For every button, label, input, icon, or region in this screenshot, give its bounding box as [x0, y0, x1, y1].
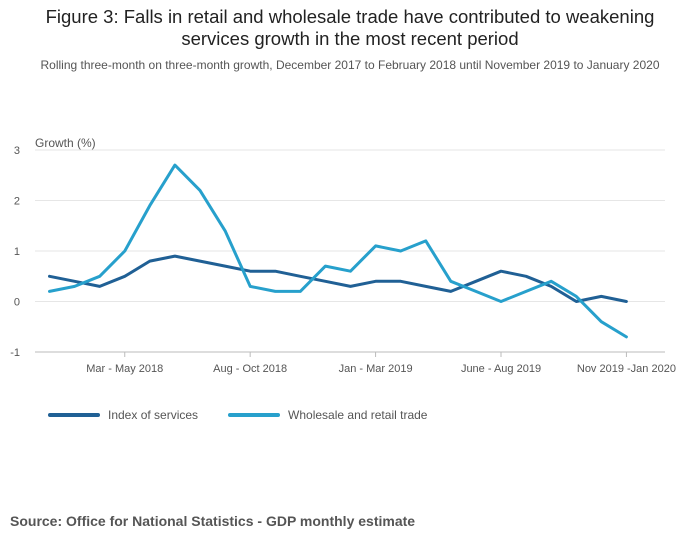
source-note: Source: Office for National Statistics -…: [10, 513, 416, 529]
y-axis-ticks: 3 2 1 0 -1: [10, 145, 20, 359]
series-line-wholesale-retail[interactable]: [48, 163, 628, 339]
legend-swatch-wholesale-retail: [228, 413, 281, 417]
legend-label-index-of-services: Index of services: [108, 408, 199, 422]
x-tick-label: Jan - Mar 2019: [339, 363, 413, 375]
legend: Index of services Wholesale and retail t…: [48, 408, 427, 422]
legend-item-wholesale-retail[interactable]: Wholesale and retail trade: [228, 408, 427, 422]
x-tick-label: June - Aug 2019: [461, 363, 541, 375]
chart-title: Figure 3: Falls in retail and wholesale …: [45, 6, 655, 49]
x-tick-label: Aug - Oct 2018: [213, 363, 287, 375]
series-lines: [48, 163, 628, 339]
chart-subtitle: Rolling three-month on three-month growt…: [40, 58, 660, 72]
line-chart: 3 2 1 0 -1 Mar - May 2018 Aug - Oct 2018 Jan -…: [10, 136, 676, 375]
legend-label-wholesale-retail: Wholesale and retail trade: [288, 408, 428, 422]
y-tick-label: 0: [14, 297, 20, 309]
x-tick-label: Mar - May 2018: [86, 363, 163, 375]
x-axis: Mar - May 2018 Aug - Oct 2018 Jan - Mar 20…: [86, 352, 676, 375]
x-tick-label: Nov 2019 -Jan 2020: [577, 363, 676, 375]
gridlines: [35, 149, 665, 353]
legend-item-index-of-services[interactable]: Index of services: [48, 408, 198, 422]
y-tick-label: 3: [14, 145, 20, 157]
y-tick-label: 1: [14, 246, 20, 258]
y-tick-label: 2: [14, 196, 20, 208]
series-line-index-of-services[interactable]: [48, 254, 628, 303]
legend-swatch-index-of-services: [48, 413, 100, 417]
y-axis-label: Growth (%): [35, 136, 96, 150]
y-tick-label: -1: [10, 347, 20, 359]
